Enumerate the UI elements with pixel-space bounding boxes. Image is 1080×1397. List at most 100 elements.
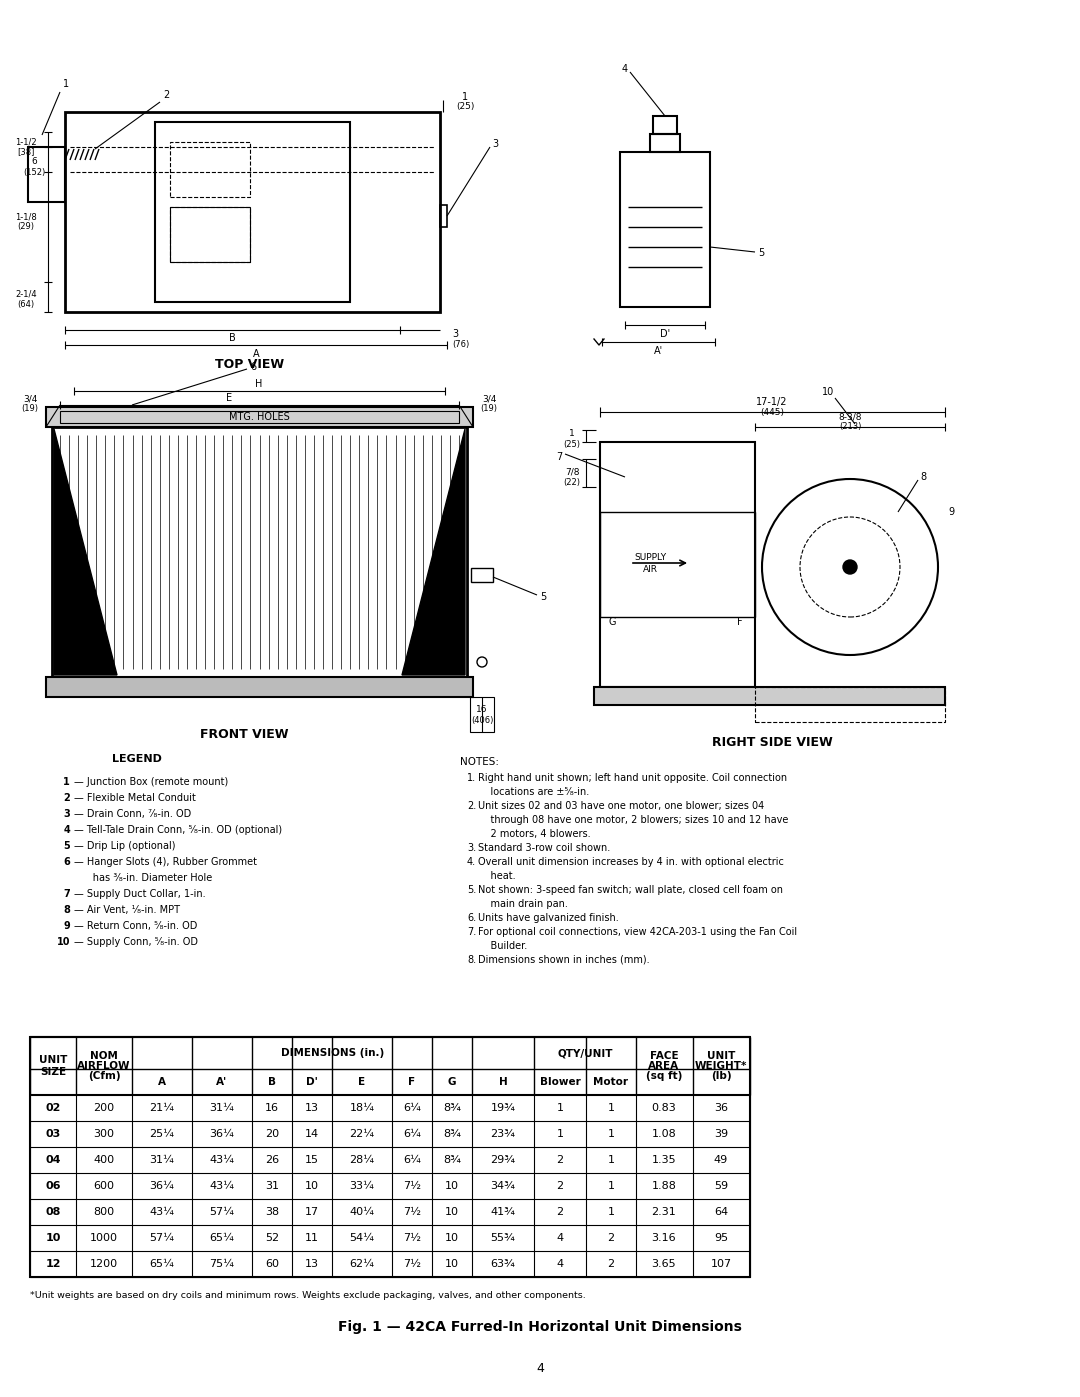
Bar (28, 147, 65, 203)
Text: 54¼: 54¼ (350, 1234, 375, 1243)
Text: 2: 2 (607, 1259, 615, 1268)
Text: 19¾: 19¾ (490, 1104, 515, 1113)
Text: 200: 200 (94, 1104, 114, 1113)
Text: 03: 03 (45, 1129, 60, 1139)
Bar (755, 687, 945, 722)
Text: main drain pan.: main drain pan. (478, 900, 568, 909)
Text: 2 motors, 4 blowers.: 2 motors, 4 blowers. (478, 828, 591, 840)
Text: 8.: 8. (467, 956, 476, 965)
Text: 10: 10 (56, 937, 70, 947)
Text: 02: 02 (45, 1104, 60, 1113)
Text: 3/4: 3/4 (482, 394, 496, 404)
Text: SIZE: SIZE (40, 1067, 66, 1077)
Text: 6¼: 6¼ (403, 1155, 421, 1165)
Text: (406): (406) (471, 717, 494, 725)
Text: 29¾: 29¾ (490, 1155, 515, 1165)
Text: 5: 5 (758, 249, 765, 258)
Text: 2: 2 (163, 89, 170, 101)
Text: G: G (448, 1077, 456, 1087)
Text: 7½: 7½ (403, 1259, 421, 1268)
Text: NOTES:: NOTES: (460, 757, 499, 767)
Text: 43¼: 43¼ (210, 1180, 234, 1192)
Text: AREA: AREA (648, 1060, 679, 1071)
Text: A': A' (216, 1077, 228, 1087)
Text: 10: 10 (305, 1180, 319, 1192)
Text: 3: 3 (492, 138, 498, 149)
Text: H: H (499, 1077, 508, 1087)
Text: 22¼: 22¼ (350, 1129, 375, 1139)
Text: 3: 3 (64, 809, 70, 819)
Text: A: A (253, 349, 259, 359)
Text: 65¼: 65¼ (149, 1259, 175, 1268)
Text: 36: 36 (714, 1104, 728, 1113)
Text: 9: 9 (948, 507, 954, 517)
Text: 4: 4 (556, 1234, 564, 1243)
Text: 59: 59 (714, 1180, 728, 1192)
Text: 3.: 3. (467, 842, 476, 854)
Text: D': D' (306, 1077, 318, 1087)
Text: (64): (64) (17, 299, 35, 309)
Text: 7½: 7½ (403, 1234, 421, 1243)
Text: 7.: 7. (467, 928, 476, 937)
Text: G: G (608, 617, 616, 627)
Text: 2: 2 (556, 1207, 564, 1217)
Text: — Air Vent, ¹⁄₈-in. MPT: — Air Vent, ¹⁄₈-in. MPT (75, 905, 180, 915)
Text: 2: 2 (556, 1180, 564, 1192)
Text: AIRFLOW: AIRFLOW (78, 1060, 131, 1071)
Text: 2.31: 2.31 (651, 1207, 676, 1217)
Text: 1-1/2: 1-1/2 (15, 137, 37, 147)
Text: 7/8: 7/8 (565, 468, 579, 476)
Text: 10: 10 (445, 1234, 459, 1243)
Text: WEIGHT*: WEIGHT* (694, 1060, 747, 1071)
Text: 10: 10 (822, 387, 834, 397)
Text: Dimensions shown in inches (mm).: Dimensions shown in inches (mm). (478, 956, 650, 965)
Text: 43¼: 43¼ (149, 1207, 175, 1217)
Bar (600, 441, 755, 687)
Text: 49: 49 (714, 1155, 728, 1165)
Text: 11: 11 (305, 1234, 319, 1243)
Text: 4.: 4. (467, 856, 476, 868)
Text: 8-3/8: 8-3/8 (838, 412, 862, 422)
Text: 5: 5 (540, 592, 546, 602)
Text: 36¼: 36¼ (210, 1129, 234, 1139)
Text: 17-1/2: 17-1/2 (756, 397, 787, 407)
Text: 10: 10 (45, 1234, 60, 1243)
Text: NOM: NOM (90, 1051, 118, 1060)
Text: Blower: Blower (540, 1077, 580, 1087)
Text: — Supply Conn, ⁵⁄₈-in. OD: — Supply Conn, ⁵⁄₈-in. OD (75, 937, 198, 947)
Text: (22): (22) (564, 478, 581, 486)
Text: 6¼: 6¼ (403, 1129, 421, 1139)
Text: 06: 06 (45, 1180, 60, 1192)
Text: through 08 have one motor, 2 blowers; sizes 10 and 12 have: through 08 have one motor, 2 blowers; si… (478, 814, 788, 826)
Text: (29): (29) (17, 222, 35, 232)
Text: 39: 39 (714, 1129, 728, 1139)
Bar (46, 678, 473, 697)
Text: 8¾: 8¾ (443, 1155, 461, 1165)
Text: FACE: FACE (650, 1051, 678, 1060)
Text: 1.: 1. (467, 773, 476, 782)
Text: 1: 1 (607, 1155, 615, 1165)
Text: — Hanger Slots (4), Rubber Grommet: — Hanger Slots (4), Rubber Grommet (75, 856, 257, 868)
Text: 5.: 5. (467, 886, 476, 895)
Text: — Junction Box (remote mount): — Junction Box (remote mount) (75, 777, 228, 787)
Text: 31¼: 31¼ (149, 1155, 175, 1165)
Text: 31: 31 (265, 1180, 279, 1192)
Text: 40¼: 40¼ (350, 1207, 375, 1217)
Bar (60, 411, 459, 423)
Text: 13: 13 (305, 1104, 319, 1113)
Text: B: B (268, 1077, 276, 1087)
Text: 4: 4 (536, 1362, 544, 1376)
Text: 65¼: 65¼ (210, 1234, 234, 1243)
Text: A: A (158, 1077, 166, 1087)
Text: *Unit weights are based on dry coils and minimum rows. Weights exclude packaging: *Unit weights are based on dry coils and… (30, 1291, 585, 1301)
Text: TOP VIEW: TOP VIEW (215, 358, 284, 370)
Text: For optional coil connections, view 42CA-203-1 using the Fan Coil: For optional coil connections, view 42CA… (478, 928, 797, 937)
Text: 38: 38 (265, 1207, 279, 1217)
Text: 8¾: 8¾ (443, 1129, 461, 1139)
Text: Motor: Motor (594, 1077, 629, 1087)
Text: 1: 1 (607, 1104, 615, 1113)
Text: F: F (738, 617, 743, 627)
Text: Fig. 1 — 42CA Furred-In Horizontal Unit Dimensions: Fig. 1 — 42CA Furred-In Horizontal Unit … (338, 1320, 742, 1334)
Text: 1200: 1200 (90, 1259, 118, 1268)
Text: 600: 600 (94, 1180, 114, 1192)
